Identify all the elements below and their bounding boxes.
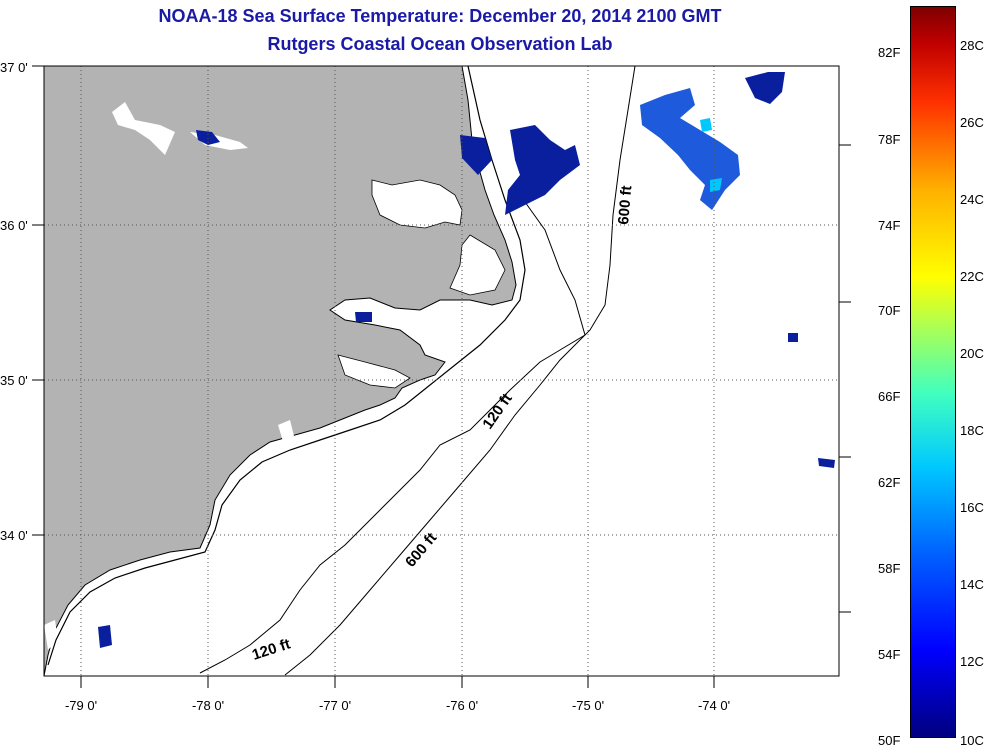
- colorbar-f-label: 58F: [878, 561, 901, 576]
- sst-patch: [788, 333, 798, 342]
- lon-label: -77 0': [319, 698, 351, 713]
- sst-patch: [460, 135, 492, 175]
- map-subtitle: Rutgers Coastal Ocean Observation Lab: [267, 34, 613, 54]
- graticule: [44, 66, 839, 676]
- inland-lake: [112, 102, 175, 155]
- lat-label: 34 0': [0, 528, 28, 543]
- lon-label: -79 0': [65, 698, 97, 713]
- sst-patch: [196, 130, 220, 145]
- pamlico-sound: [449, 234, 506, 296]
- lat-label: 35 0': [0, 373, 28, 388]
- colorbar-c-label: 14C: [960, 577, 984, 592]
- colorbar-c-label: 18C: [960, 423, 984, 438]
- sst-patch: [355, 312, 372, 322]
- colorbar-f-label: 54F: [878, 647, 901, 662]
- colorbar-f-label: 50F: [878, 733, 901, 748]
- map-frame: [43, 65, 840, 677]
- colorbar-c-label: 16C: [960, 500, 984, 515]
- colorbar-f-label: 78F: [878, 132, 901, 147]
- colorbar-c-label: 26C: [960, 115, 984, 130]
- lat-label: 36 0': [0, 218, 28, 233]
- temperature-colorbar: [910, 6, 956, 738]
- sst-patch: [505, 125, 580, 215]
- lat-label: 37 0': [0, 60, 28, 75]
- colorbar-f-label: 70F: [878, 303, 901, 318]
- lon-label: -76 0': [446, 698, 478, 713]
- contour-label: 600 ft: [615, 185, 635, 226]
- colorbar-c-label: 24C: [960, 192, 984, 207]
- colorbar-c-label: 10C: [960, 733, 984, 748]
- colorbar-f-label: 82F: [878, 45, 901, 60]
- contour-600ft: [284, 65, 636, 676]
- lon-label: -75 0': [572, 698, 604, 713]
- sst-patch: [745, 72, 785, 104]
- inland-lake: [44, 620, 58, 650]
- tick-marks: [32, 65, 851, 688]
- colorbar-c-label: 12C: [960, 654, 984, 669]
- sst-data-patches: [98, 72, 835, 648]
- sst-patch: [98, 625, 112, 648]
- colorbar-c-label: 22C: [960, 269, 984, 284]
- sst-patch: [710, 178, 722, 192]
- colorbar-c-label: 20C: [960, 346, 984, 361]
- colorbar-f-label: 62F: [878, 475, 901, 490]
- lon-label: -78 0': [192, 698, 224, 713]
- colorbar-f-label: 74F: [878, 218, 901, 233]
- sst-patch: [818, 458, 835, 468]
- map-title: NOAA-18 Sea Surface Temperature: Decembe…: [158, 6, 722, 26]
- lon-label: -74 0': [698, 698, 730, 713]
- contour-120ft-north: [199, 194, 586, 674]
- sst-patch: [700, 118, 712, 132]
- colorbar-f-label: 66F: [878, 389, 901, 404]
- colorbar-c-label: 28C: [960, 38, 984, 53]
- inland-lake: [278, 420, 295, 448]
